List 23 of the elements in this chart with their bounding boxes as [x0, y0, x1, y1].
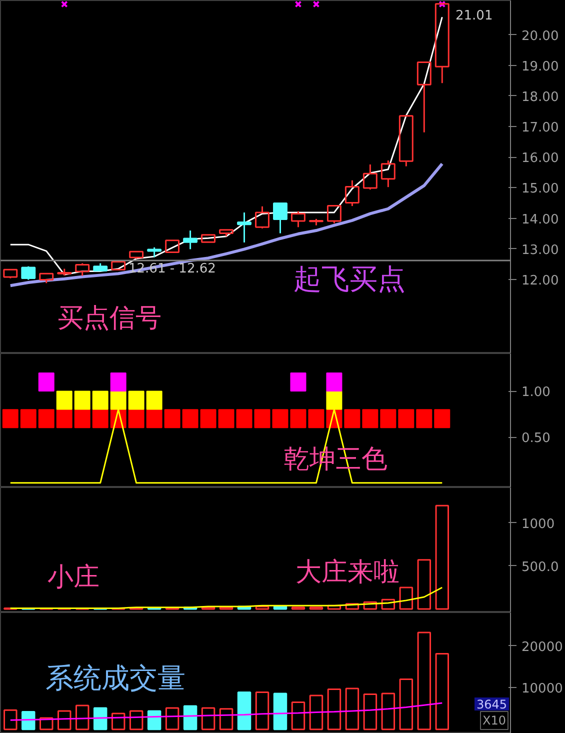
y-tick-label: 10000: [522, 682, 563, 697]
y-tick-label: 12.00: [522, 273, 559, 288]
y-tick-label: 1.00: [522, 385, 550, 400]
text: X10: [482, 714, 506, 728]
y-tick-label: 14.00: [522, 212, 559, 228]
annotation: 系统成交量: [46, 662, 186, 694]
y-tick-label: 16.00: [522, 151, 559, 166]
y-tick-label: 19.00: [522, 59, 559, 74]
y-tick-label: 15.00: [522, 182, 559, 197]
text: 3645: [476, 698, 508, 712]
y-tick-label: 0.50: [522, 431, 550, 446]
y-tick-label: 17.00: [522, 120, 559, 136]
y-tick-label: 500.0: [522, 560, 559, 575]
y-tick-label: 18.00: [522, 90, 559, 105]
annotation: 起飞买点: [294, 262, 406, 296]
annotation: 小庄: [48, 562, 100, 592]
y-tick-label: 1000: [522, 516, 555, 532]
y-tick-label: 20.00: [522, 28, 559, 44]
y-tick-label: 20000: [522, 640, 563, 655]
y-tick-label: 13.00: [522, 242, 559, 258]
text: 21.01: [456, 8, 493, 24]
annotation: 买点信号: [58, 304, 162, 334]
annotation: 大庄来啦: [296, 558, 400, 588]
